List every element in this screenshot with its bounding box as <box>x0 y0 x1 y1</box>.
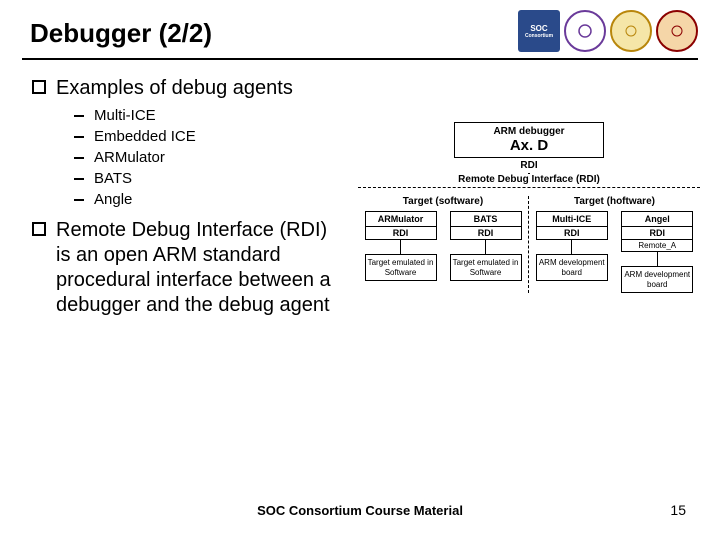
targets-row: Target (software) ARMulator RDI Target e… <box>358 196 700 293</box>
logo-soc-line2: Consortium <box>525 33 553 39</box>
dash-icon <box>74 157 84 159</box>
logo-gold <box>610 10 652 52</box>
rdi-bar-label: Remote Debug Interface (RDI) <box>452 174 606 185</box>
agent-name: Angel <box>621 211 693 227</box>
agent-name: ARMulator <box>365 211 437 227</box>
logo-row: SOC Consortium <box>518 10 698 52</box>
list-item: ARMulator <box>74 149 332 166</box>
item-label: Angle <box>94 191 132 208</box>
agent-name: BATS <box>450 211 522 227</box>
target-soft-label: Target (software) <box>358 196 528 207</box>
agent-angel: Angel RDI Remote_A ARM development board <box>619 211 695 293</box>
examples-list: Multi-ICE Embedded ICE ARMulator BATS An… <box>74 107 332 208</box>
list-item: BATS <box>74 170 332 187</box>
item-label: ARMulator <box>94 149 165 166</box>
agent-name: Multi-ICE <box>536 211 608 227</box>
slide-title: Debugger (2/2) <box>30 18 212 49</box>
agent-target: ARM development board <box>621 266 693 293</box>
agent-target: Target emulated in Software <box>365 254 437 281</box>
agent-rdi: RDI <box>365 227 437 240</box>
connector-line <box>657 252 658 266</box>
list-item: Embedded ICE <box>74 128 332 145</box>
item-label: Multi-ICE <box>94 107 156 124</box>
footer-text: SOC Consortium Course Material <box>0 503 720 518</box>
bullet-rdi: Remote Debug Interface (RDI) is an open … <box>32 218 332 318</box>
dash-icon <box>74 136 84 138</box>
bullet-examples: Examples of debug agents <box>32 76 332 101</box>
rdi-label-mid: RDI <box>358 160 700 171</box>
target-hardware: Target (hoftware) Multi-ICE RDI ARM deve… <box>529 196 700 293</box>
agent-target: ARM development board <box>536 254 608 281</box>
connector-line <box>571 240 572 254</box>
agents-hard-row: Multi-ICE RDI ARM development board Ange… <box>529 211 700 293</box>
content-left: Examples of debug agents Multi-ICE Embed… <box>32 76 332 324</box>
agent-target: Target emulated in Software <box>450 254 522 281</box>
debugger-box: ARM debugger Ax. D <box>454 122 604 158</box>
bullet-text-rdi: Remote Debug Interface (RDI) is an open … <box>56 218 332 318</box>
dash-icon <box>74 199 84 201</box>
item-label: BATS <box>94 170 132 187</box>
dash-icon <box>74 115 84 117</box>
agent-bats: BATS RDI Target emulated in Software <box>448 211 524 281</box>
agent-multi-ice: Multi-ICE RDI ARM development board <box>534 211 610 293</box>
target-software: Target (software) ARMulator RDI Target e… <box>358 196 529 293</box>
debugger-box-value: Ax. D <box>455 137 603 154</box>
logo-purple <box>564 10 606 52</box>
rdi-bar: Remote Debug Interface (RDI) <box>358 187 700 188</box>
connector-line <box>400 240 401 254</box>
agent-rdi: RDI <box>450 227 522 240</box>
logo-soc-line1: SOC <box>530 24 547 33</box>
agent-rdi: RDI <box>536 227 608 240</box>
agent-rdi: RDI <box>621 227 693 240</box>
agents-soft-row: ARMulator RDI Target emulated in Softwar… <box>358 211 528 281</box>
logo-red <box>656 10 698 52</box>
debugger-box-label: ARM debugger <box>455 126 603 137</box>
bullet-square-icon <box>32 80 46 94</box>
architecture-diagram: ARM debugger Ax. D RDI Remote Debug Inte… <box>358 122 700 293</box>
logo-soc: SOC Consortium <box>518 10 560 52</box>
bullet-square-icon <box>32 222 46 236</box>
dash-icon <box>74 178 84 180</box>
connector-line <box>485 240 486 254</box>
bullet-text-examples: Examples of debug agents <box>56 76 293 101</box>
title-underline <box>22 58 698 60</box>
page-number: 15 <box>670 502 686 518</box>
list-item: Angle <box>74 191 332 208</box>
target-hard-label: Target (hoftware) <box>529 196 700 207</box>
item-label: Embedded ICE <box>94 128 196 145</box>
list-item: Multi-ICE <box>74 107 332 124</box>
agent-armulator: ARMulator RDI Target emulated in Softwar… <box>363 211 439 281</box>
agent-remote: Remote_A <box>621 240 693 252</box>
